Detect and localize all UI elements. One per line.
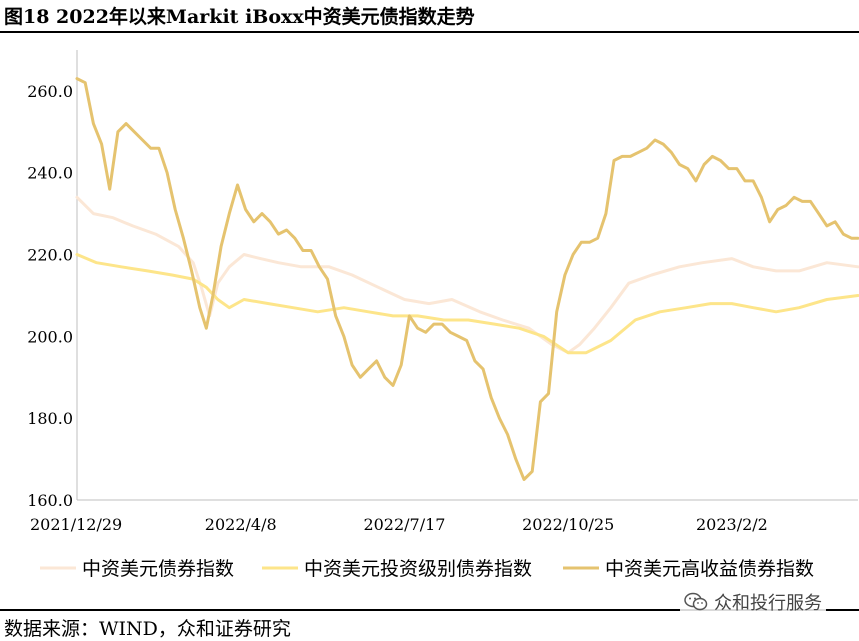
wechat-icon	[684, 592, 708, 611]
y-tick-label: 240.0	[27, 164, 73, 183]
y-tick-label: 200.0	[27, 327, 73, 346]
chart-legend: 中资美元债券指数 中资美元投资级别债券指数 中资美元高收益债券指数	[40, 558, 814, 580]
legend-label-3: 中资美元高收益债券指数	[605, 558, 814, 580]
series-line-1	[75, 195, 859, 355]
y-tick-label: 180.0	[27, 409, 73, 428]
chart-title: 图18 2022年以来Markit iBoxx中资美元债指数走势	[4, 6, 475, 28]
x-tick-label: 2022/4/8	[205, 515, 277, 534]
watermark: 众和投行服务	[680, 589, 826, 615]
series-line-2	[75, 253, 859, 355]
legend-label-2: 中资美元投资级别债券指数	[304, 558, 532, 580]
chart-series	[75, 77, 859, 481]
chart-axes: 160.0 180.0 200.0 220.0 240.0 260.0 2021/12/29…	[27, 50, 858, 534]
legend-label-1: 中资美元债券指数	[82, 558, 234, 580]
x-tick-label: 2021/12/29	[30, 515, 122, 534]
footer-rule	[0, 609, 859, 611]
x-tick-label: 2023/2/2	[696, 515, 768, 534]
series-line-3	[75, 77, 859, 481]
title-rule	[0, 31, 859, 33]
x-tick-label: 2022/10/25	[522, 515, 614, 534]
source-note: 数据来源：WIND，众和证券研究	[4, 618, 291, 640]
y-tick-label: 220.0	[27, 246, 73, 265]
y-tick-label: 160.0	[27, 491, 73, 510]
watermark-text: 众和投行服务	[714, 593, 822, 614]
y-tick-label: 260.0	[27, 82, 73, 101]
x-tick-label: 2022/7/17	[363, 515, 445, 534]
